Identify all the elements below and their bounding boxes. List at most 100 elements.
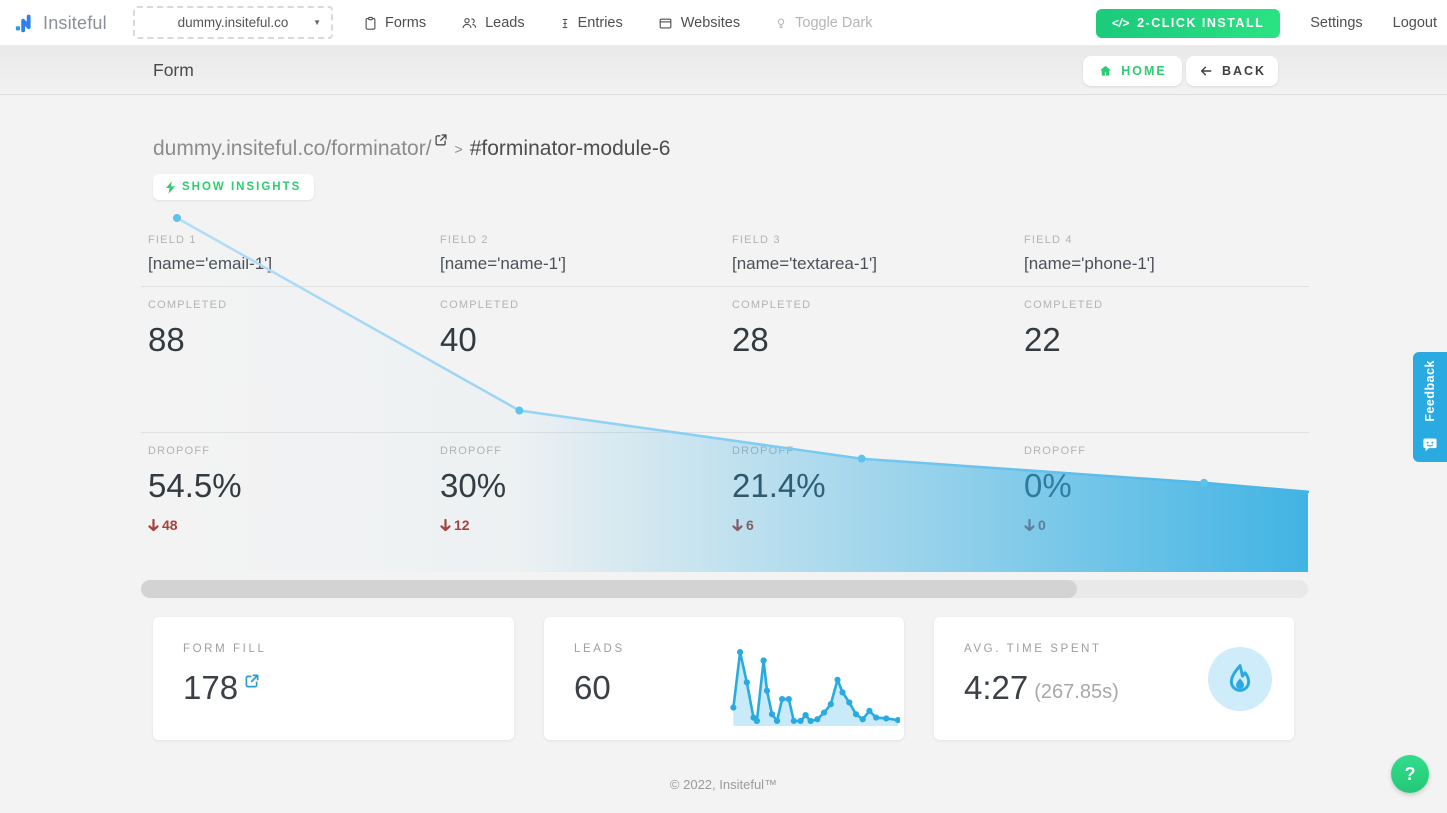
leads-label: LEADS xyxy=(574,643,625,655)
nav-item-forms-label: Forms xyxy=(385,15,427,31)
completed-2-label: COMPLETED xyxy=(440,299,520,311)
breadcrumb-url-link[interactable]: dummy.insiteful.co/forminator/ xyxy=(153,137,432,160)
completed-1-cell: COMPLETED 88 xyxy=(141,287,433,432)
funnel-table: FIELD 1 [name='email-1'] FIELD 2 [name='… xyxy=(141,222,1309,569)
feedback-tab-label: Feedback xyxy=(1423,360,1437,422)
completed-3-value: 28 xyxy=(732,321,769,358)
nav-item-leads[interactable]: Leads xyxy=(460,15,525,31)
lightbulb-icon xyxy=(777,18,785,28)
form-fill-label: FORM FILL xyxy=(183,643,267,655)
external-link-icon[interactable] xyxy=(244,673,260,689)
copyright-text: © 2022, Insiteful™ xyxy=(669,777,778,792)
text-cursor-icon xyxy=(562,18,568,28)
dropoff-4-count-value: 0 xyxy=(1038,517,1046,533)
avg-time-value-row: 4:27 (267.85s) xyxy=(964,669,1119,707)
dropoff-3-pct: 21.4% xyxy=(732,467,826,504)
field-3-name: [name='textarea-1'] xyxy=(732,254,877,273)
site-selector-dropdown[interactable]: dummy.insiteful.co ▼ xyxy=(133,6,333,39)
field-4-label: FIELD 4 xyxy=(1024,234,1073,246)
form-fill-value: 178 xyxy=(183,669,239,706)
dropoff-4-cell: DROPOFF 0% 0 xyxy=(1017,433,1309,569)
avg-time-label: AVG. TIME SPENT xyxy=(964,643,1102,655)
avg-time-card: AVG. TIME SPENT 4:27 (267.85s) xyxy=(934,617,1294,740)
completed-1-label: COMPLETED xyxy=(148,299,228,311)
flame-icon xyxy=(1229,664,1251,692)
help-button[interactable]: ? xyxy=(1391,755,1429,793)
site-selector-value: dummy.insiteful.co xyxy=(177,15,289,30)
arrow-left-icon xyxy=(1200,66,1212,76)
back-button[interactable]: BACK xyxy=(1186,56,1278,86)
completed-3-cell: COMPLETED 28 xyxy=(725,287,1017,432)
dropoff-2-label: DROPOFF xyxy=(440,445,503,457)
field-3-label: FIELD 3 xyxy=(732,234,781,246)
completed-4-label: COMPLETED xyxy=(1024,299,1104,311)
chat-smiley-icon xyxy=(1423,438,1437,452)
dropoff-2-count-value: 12 xyxy=(454,517,470,533)
dropoff-1-cell: DROPOFF 54.5% 48 xyxy=(141,433,433,569)
nav-item-websites-label: Websites xyxy=(680,15,741,31)
down-arrow-icon xyxy=(440,518,451,531)
dropoff-2-count: 12 xyxy=(440,517,725,533)
settings-link[interactable]: Settings xyxy=(1310,15,1363,31)
funnel-dropoff-row: DROPOFF 54.5% 48 DROPOFF 30% 12 DROPOFF … xyxy=(141,432,1309,569)
breadcrumb-separator: > xyxy=(454,141,463,157)
show-insights-button[interactable]: SHOW INSIGHTS xyxy=(153,174,315,200)
home-button[interactable]: HOME xyxy=(1083,56,1182,86)
top-navbar: Insiteful dummy.insiteful.co ▼ Forms Lea… xyxy=(0,0,1447,46)
page-title: Form xyxy=(153,60,194,80)
dropoff-4-pct: 0% xyxy=(1024,467,1072,504)
field-1-cell: FIELD 1 [name='email-1'] xyxy=(141,222,433,286)
down-arrow-icon xyxy=(1024,518,1035,531)
dropoff-3-count-value: 6 xyxy=(746,517,754,533)
field-2-name: [name='name-1'] xyxy=(440,254,567,273)
dropoff-2-pct: 30% xyxy=(440,467,507,504)
external-link-icon[interactable] xyxy=(434,133,448,152)
form-fill-value-row: 178 xyxy=(183,669,260,707)
nav-item-entries-label: Entries xyxy=(577,15,623,31)
dropoff-3-cell: DROPOFF 21.4% 6 xyxy=(725,433,1017,569)
dropoff-1-count: 48 xyxy=(148,517,433,533)
nav-item-toggle-dark[interactable]: Toggle Dark xyxy=(774,15,873,32)
clipboard-icon xyxy=(365,16,376,30)
nav-item-leads-label: Leads xyxy=(485,15,525,31)
dropoff-3-count: 6 xyxy=(732,517,1017,533)
dropoff-3-label: DROPOFF xyxy=(732,445,795,457)
back-button-label: BACK xyxy=(1221,64,1267,78)
insiteful-logo[interactable]: Insiteful xyxy=(14,0,107,46)
code-icon: </> xyxy=(1111,16,1130,30)
logo-text: Insiteful xyxy=(43,12,107,33)
horizontal-scrollbar-track xyxy=(141,580,1308,598)
funnel-completed-row: COMPLETED 88 COMPLETED 40 COMPLETED 28 C… xyxy=(141,287,1309,432)
dropoff-2-cell: DROPOFF 30% 12 xyxy=(433,433,725,569)
leads-card: LEADS 60 xyxy=(544,617,904,740)
two-click-install-button[interactable]: </> 2-CLICK INSTALL xyxy=(1096,8,1280,38)
logout-link[interactable]: Logout xyxy=(1392,15,1437,31)
people-icon xyxy=(462,17,477,29)
down-arrow-icon xyxy=(732,518,743,531)
navbar-right: </> 2-CLICK INSTALL Settings Logout xyxy=(1096,0,1437,46)
avg-time-value: 4:27 xyxy=(964,669,1029,706)
down-arrow-icon xyxy=(148,518,159,531)
nav-item-forms[interactable]: Forms xyxy=(363,15,426,32)
nav-item-entries[interactable]: Entries xyxy=(559,15,623,32)
completed-1-value: 88 xyxy=(148,321,185,358)
home-button-label: HOME xyxy=(1121,64,1167,78)
leads-value: 60 xyxy=(574,669,611,706)
nav-item-toggle-dark-label: Toggle Dark xyxy=(795,15,873,31)
leads-sparkline-chart xyxy=(730,648,900,726)
field-1-name: [name='email-1'] xyxy=(148,254,273,273)
nav-item-websites[interactable]: Websites xyxy=(657,15,740,31)
leads-value-row: 60 xyxy=(574,669,611,707)
form-fill-card: FORM FILL 178 xyxy=(153,617,514,740)
home-icon xyxy=(1100,65,1112,76)
field-1-label: FIELD 1 xyxy=(148,234,197,246)
dropoff-1-label: DROPOFF xyxy=(148,445,211,457)
horizontal-scrollbar-thumb[interactable] xyxy=(141,580,1077,598)
feedback-tab[interactable]: Feedback xyxy=(1413,352,1447,462)
dropoff-1-count-value: 48 xyxy=(162,517,178,533)
show-insights-label: SHOW INSIGHTS xyxy=(182,181,302,193)
insiteful-logo-icon xyxy=(15,14,31,33)
dropoff-4-label: DROPOFF xyxy=(1024,445,1087,457)
completed-3-label: COMPLETED xyxy=(732,299,812,311)
completed-4-cell: COMPLETED 22 xyxy=(1017,287,1309,432)
